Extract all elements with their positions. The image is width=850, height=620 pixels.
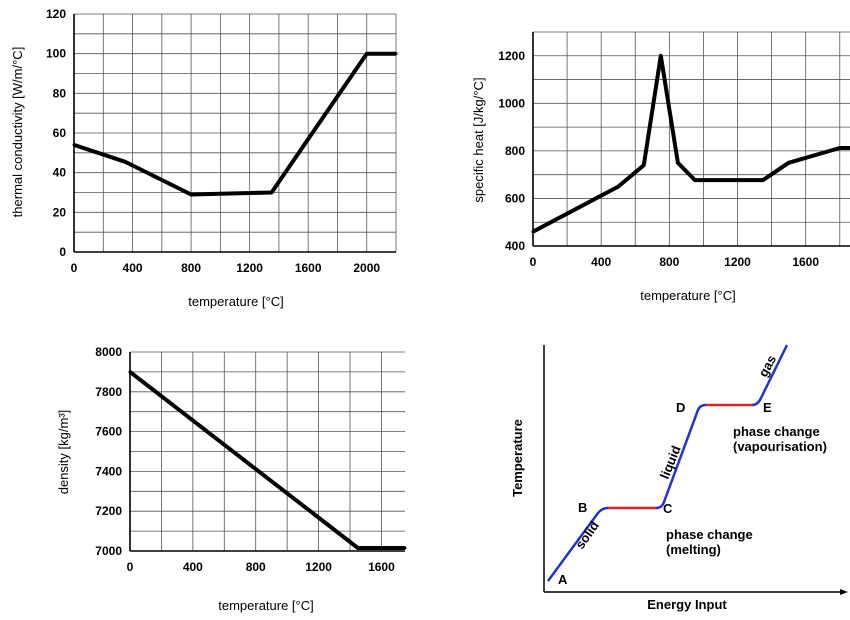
y-tick-label: 8000 xyxy=(95,345,122,359)
y-tick-label: 80 xyxy=(53,86,67,100)
data-point xyxy=(404,547,407,550)
x-tick-label: 400 xyxy=(591,255,611,269)
y-tick-labels: 400 600 800 1000 1200 xyxy=(498,49,525,253)
y-tick-labels: 0 20 40 60 80 100 120 xyxy=(46,7,66,259)
y-axis-label: Temperature xyxy=(510,419,525,497)
y-axis-label: specific heat [J/kg/°C] xyxy=(471,77,486,202)
x-axis-arrow-icon xyxy=(840,589,848,595)
x-tick-label: 1200 xyxy=(724,255,751,269)
x-tick-label: 1600 xyxy=(368,560,395,574)
y-tick-label: 100 xyxy=(46,47,66,61)
data-point xyxy=(617,185,620,188)
data-point xyxy=(73,143,76,146)
y-axis-label: thermal conductivity [W/m/°C] xyxy=(10,47,25,218)
chart-grid xyxy=(74,14,396,252)
data-point xyxy=(356,547,359,550)
y-tick-label: 40 xyxy=(53,166,67,180)
point-label-a: A xyxy=(558,572,568,587)
data-point xyxy=(365,52,368,55)
data-point xyxy=(190,193,193,196)
point-label-c: C xyxy=(663,501,673,516)
y-tick-label: 7000 xyxy=(95,544,122,558)
series-line xyxy=(74,54,396,195)
point-label-d: D xyxy=(676,400,685,415)
point-label-b: B xyxy=(578,500,587,515)
y-tick-label: 120 xyxy=(46,7,66,21)
data-point xyxy=(659,54,662,57)
y-tick-labels: 7000 7200 7400 7600 7800 8000 xyxy=(95,345,122,558)
y-tick-label: 60 xyxy=(53,126,67,140)
x-tick-label: 1200 xyxy=(305,560,332,574)
x-axis-label: temperature [°C] xyxy=(640,288,736,303)
y-tick-label: 1000 xyxy=(498,96,525,110)
x-tick-label: 2000 xyxy=(353,261,380,275)
chart-density: 0 400 800 1200 1600 7000 7200 7400 7600 7800 8000… xyxy=(56,345,407,613)
x-tick-label: 1600 xyxy=(295,261,322,275)
x-tick-label: 800 xyxy=(181,261,201,275)
segment-label-solid: solid xyxy=(572,518,602,552)
data-point xyxy=(762,179,765,182)
x-tick-label: 0 xyxy=(71,261,78,275)
data-point xyxy=(532,230,535,233)
x-tick-labels: 0 400 800 1200 1600 xyxy=(127,560,395,574)
y-tick-label: 7600 xyxy=(95,425,122,439)
data-point xyxy=(787,161,790,164)
y-tick-label: 800 xyxy=(505,144,525,158)
data-point xyxy=(395,52,398,55)
data-point xyxy=(129,370,132,373)
series-line xyxy=(533,56,850,232)
y-tick-label: 1200 xyxy=(498,49,525,63)
data-point xyxy=(124,160,127,163)
annotation-melting-line-2: (melting) xyxy=(666,542,721,557)
x-tick-label: 400 xyxy=(183,560,203,574)
chart-grid xyxy=(533,32,850,246)
data-point xyxy=(719,179,722,182)
segment-label-gas: gas xyxy=(755,353,779,380)
y-tick-label: 600 xyxy=(505,191,525,205)
x-tick-label: 400 xyxy=(123,261,143,275)
x-tick-label: 800 xyxy=(659,255,679,269)
x-axis-label: temperature [°C] xyxy=(188,294,284,309)
point-label-e: E xyxy=(763,400,772,415)
annotation-vapourisation-line-2: (vapourisation) xyxy=(733,439,827,454)
y-tick-label: 0 xyxy=(59,245,66,259)
chart-specific-heat: 0 400 800 1200 1600 400 600 800 1000 1200 temper… xyxy=(471,32,850,303)
data-point xyxy=(676,161,679,164)
data-point xyxy=(838,147,841,150)
annotation-vapourisation-line-1: phase change xyxy=(733,424,820,439)
x-tick-label: 0 xyxy=(530,255,537,269)
data-point xyxy=(642,164,645,167)
y-tick-label: 7400 xyxy=(95,464,122,478)
y-tick-label: 20 xyxy=(53,205,67,219)
x-tick-label: 0 xyxy=(127,560,134,574)
y-tick-label: 7800 xyxy=(95,385,122,399)
x-tick-label: 1200 xyxy=(236,261,263,275)
y-tick-label: 400 xyxy=(505,239,525,253)
x-tick-label: 1600 xyxy=(792,255,819,269)
x-tick-labels: 0 400 800 1200 1600 2000 xyxy=(71,261,381,275)
x-axis-label: Energy Input xyxy=(647,597,727,612)
y-axis-label: density [kg/m³] xyxy=(56,410,71,495)
x-tick-label: 800 xyxy=(246,560,266,574)
data-points xyxy=(129,370,407,549)
series-line xyxy=(130,372,405,548)
chart-grid xyxy=(130,352,405,551)
data-point xyxy=(270,191,273,194)
x-tick-labels: 0 400 800 1200 1600 xyxy=(530,255,820,269)
y-tick-label: 7200 xyxy=(95,504,122,518)
data-point xyxy=(693,179,696,182)
chart-phase-change: A B C D E solid liquid gas phase change … xyxy=(510,345,848,612)
plot-frame xyxy=(533,32,850,246)
x-axis-label: temperature [°C] xyxy=(218,598,314,613)
chart-thermal-conductivity: 0 400 800 1200 1600 2000 0 20 40 60 80 100 120 temp… xyxy=(10,7,398,309)
annotation-melting-line-1: phase change xyxy=(666,527,753,542)
